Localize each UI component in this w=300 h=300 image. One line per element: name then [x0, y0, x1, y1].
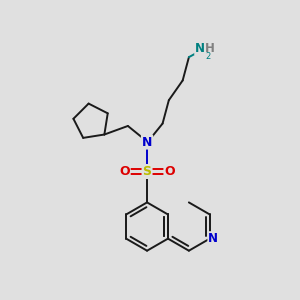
Text: H: H — [205, 42, 215, 55]
Text: N: N — [195, 42, 205, 55]
Text: S: S — [142, 165, 152, 178]
Text: N: N — [208, 232, 218, 245]
Text: O: O — [119, 165, 130, 178]
Text: O: O — [164, 165, 175, 178]
Text: 2: 2 — [205, 52, 210, 61]
Text: N: N — [142, 136, 152, 148]
